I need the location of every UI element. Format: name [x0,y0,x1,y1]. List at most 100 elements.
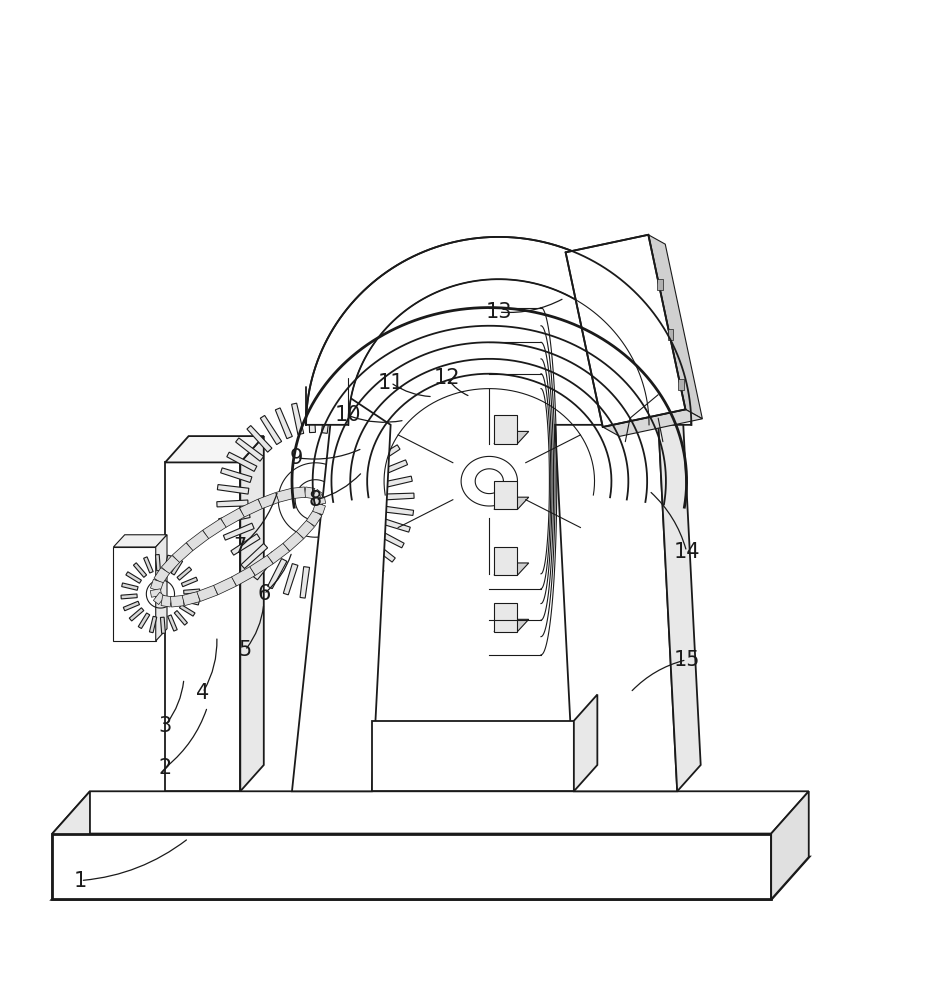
Polygon shape [197,585,217,601]
Polygon shape [174,611,187,625]
Polygon shape [376,460,407,477]
Polygon shape [114,547,155,641]
Polygon shape [144,557,153,573]
Polygon shape [53,791,808,834]
Polygon shape [240,436,263,791]
Polygon shape [383,493,414,500]
Polygon shape [494,415,518,444]
Polygon shape [183,592,199,606]
Polygon shape [283,564,298,595]
Polygon shape [307,510,322,526]
Polygon shape [53,834,772,899]
Text: 1: 1 [74,871,88,891]
Polygon shape [253,552,277,580]
Polygon shape [216,500,248,507]
Polygon shape [372,721,574,791]
Text: 12: 12 [434,368,460,388]
Polygon shape [339,561,356,592]
Polygon shape [292,403,304,435]
Polygon shape [678,379,684,390]
Polygon shape [292,387,391,791]
Polygon shape [311,489,323,502]
Polygon shape [363,431,390,457]
Polygon shape [241,543,267,569]
Polygon shape [314,497,326,505]
Polygon shape [354,420,377,448]
Polygon shape [603,409,702,436]
Polygon shape [220,468,252,482]
Polygon shape [151,589,162,597]
Polygon shape [202,519,226,539]
Text: 3: 3 [158,716,172,736]
Text: 14: 14 [674,542,700,562]
Polygon shape [312,503,326,515]
Polygon shape [129,608,144,621]
Polygon shape [267,559,287,589]
Polygon shape [235,438,263,461]
Text: 10: 10 [335,405,361,425]
Polygon shape [154,568,169,584]
Polygon shape [367,539,395,562]
Polygon shape [249,555,273,575]
Polygon shape [555,425,678,791]
Polygon shape [217,485,248,494]
Polygon shape [304,487,315,499]
Polygon shape [223,523,254,540]
Polygon shape [161,555,180,574]
Polygon shape [267,543,290,564]
Polygon shape [171,559,183,575]
Polygon shape [164,555,171,572]
Polygon shape [121,583,138,590]
Polygon shape [183,589,199,594]
Polygon shape [306,237,692,425]
Polygon shape [170,595,183,607]
Polygon shape [227,452,257,471]
Polygon shape [359,548,384,574]
Polygon shape [155,535,167,641]
Polygon shape [138,613,150,629]
Polygon shape [494,563,529,575]
Text: 11: 11 [377,373,404,393]
Polygon shape [566,235,685,427]
Polygon shape [333,405,347,436]
Polygon shape [349,555,371,585]
Polygon shape [165,436,263,462]
Polygon shape [151,579,163,591]
Text: 9: 9 [290,448,303,468]
Polygon shape [276,408,293,439]
Polygon shape [231,567,255,586]
Polygon shape [494,481,518,509]
Polygon shape [161,595,172,607]
Polygon shape [167,615,177,631]
Polygon shape [261,415,281,445]
Polygon shape [283,531,304,551]
Polygon shape [172,543,193,563]
Polygon shape [574,694,598,791]
Polygon shape [296,520,314,539]
Polygon shape [53,791,90,899]
Text: 2: 2 [158,758,172,778]
Polygon shape [183,598,199,605]
Polygon shape [218,512,250,524]
Polygon shape [300,567,310,598]
Polygon shape [381,476,412,488]
Polygon shape [772,791,808,899]
Polygon shape [114,535,167,547]
Polygon shape [494,603,518,632]
Polygon shape [126,572,141,583]
Text: 13: 13 [486,302,512,322]
Polygon shape [494,547,518,575]
Polygon shape [121,594,137,599]
Text: 5: 5 [238,640,251,660]
Polygon shape [186,530,209,551]
Polygon shape [182,577,198,587]
Polygon shape [371,445,400,466]
Polygon shape [659,399,701,791]
Text: 7: 7 [233,537,247,557]
Polygon shape [134,563,147,577]
Polygon shape [160,617,166,633]
Polygon shape [240,499,263,517]
Polygon shape [221,508,245,527]
Text: 6: 6 [257,584,270,604]
Polygon shape [322,402,331,433]
